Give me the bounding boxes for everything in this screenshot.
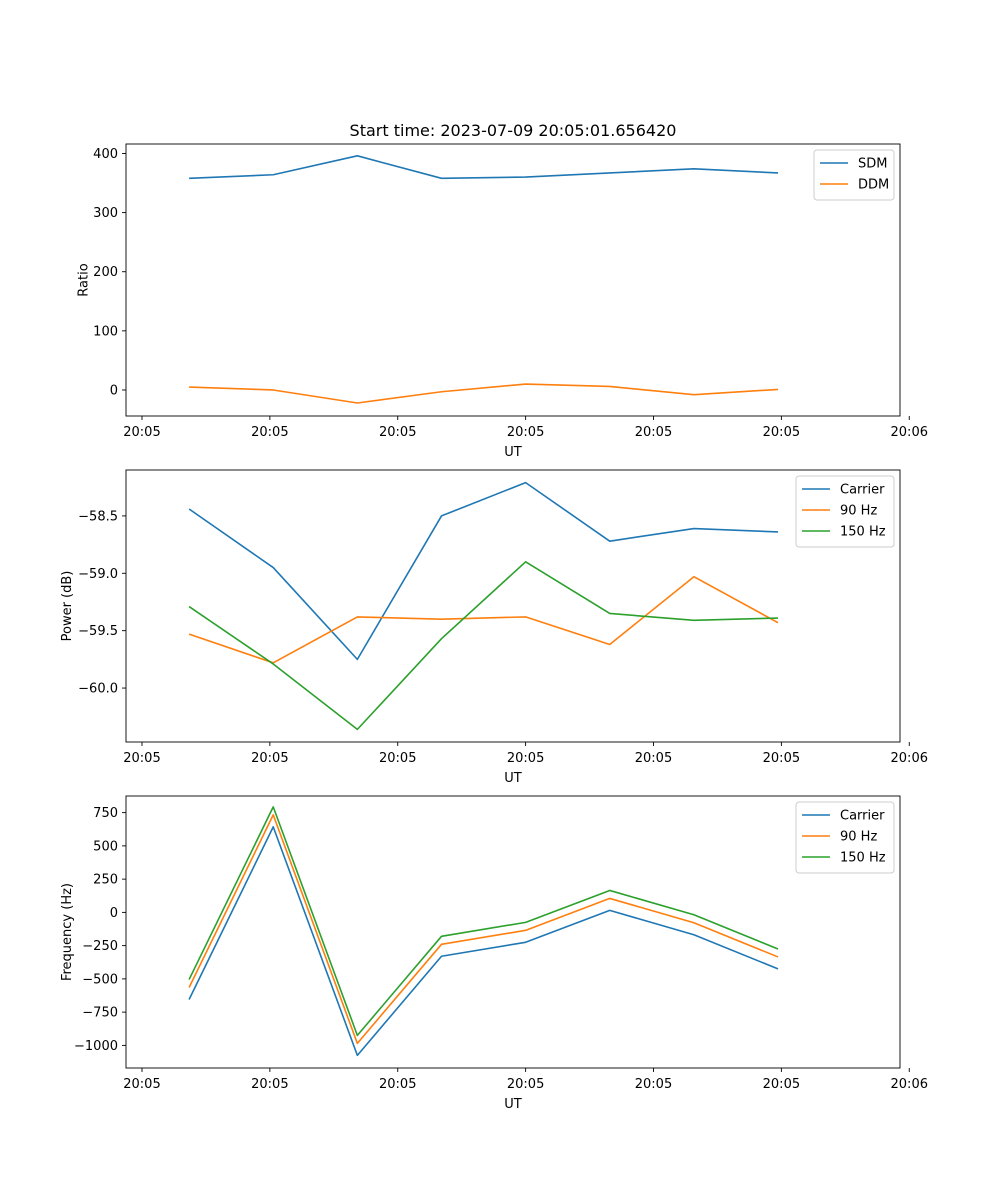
- axes-frame: [125, 795, 901, 1069]
- legend-label-carrier: Carrier: [840, 809, 885, 824]
- x-tick-label: 20:05: [251, 425, 288, 440]
- legend-label-150-hz: 150 Hz: [840, 851, 886, 866]
- legend-label-ddm: DDM: [858, 178, 889, 193]
- y-tick-label: 500: [93, 839, 118, 854]
- y-tick-label: 400: [93, 147, 118, 162]
- y-axis-label: Frequency (Hz): [60, 883, 75, 981]
- axes-frame: [125, 469, 901, 743]
- legend-box: [795, 475, 895, 548]
- subplot-1: 20:05 20:05 20:05 20:05 20:05 20:05 20:06 0 100 2…: [76, 143, 928, 460]
- series-line-90-hz: [188, 575, 779, 664]
- x-tick-label: 20:06: [891, 751, 928, 766]
- plot-area: [126, 144, 900, 416]
- x-tick-label: 20:05: [635, 751, 672, 766]
- y-tick-label: −59.5: [78, 624, 118, 639]
- x-axis-label: UT: [504, 771, 522, 786]
- figure-title: Start time: 2023-07-09 20:05:01.656420: [350, 121, 677, 140]
- x-tick-label: 20:05: [379, 1077, 416, 1092]
- x-tick-label: 20:05: [763, 751, 800, 766]
- y-tick-label: −750: [82, 1006, 118, 1021]
- y-tick-label: 300: [93, 206, 118, 221]
- x-tick-label: 20:05: [379, 425, 416, 440]
- y-tick-label: −60.0: [78, 682, 118, 697]
- series-line-sdm: [189, 155, 779, 180]
- plot-area: [126, 470, 900, 742]
- legend: Carrier 90 Hz 150 Hz: [795, 801, 895, 874]
- series-line-ddm: [189, 383, 779, 404]
- x-tick-label: 20:05: [635, 425, 672, 440]
- y-axis-label: Ratio: [76, 263, 91, 296]
- legend: Carrier 90 Hz 150 Hz: [795, 475, 895, 548]
- x-tick-label: 20:05: [507, 751, 544, 766]
- x-tick-label: 20:05: [123, 1077, 160, 1092]
- legend-label-150-hz: 150 Hz: [840, 525, 886, 540]
- y-tick-label: 0: [110, 906, 118, 921]
- y-tick-label: 750: [93, 806, 118, 821]
- subplots: 20:05 20:05 20:05 20:05 20:05 20:05 20:06 0 100 2…: [60, 143, 928, 1112]
- x-tick-label: 20:06: [891, 1077, 928, 1092]
- x-tick-label: 20:05: [507, 1077, 544, 1092]
- legend-label-sdm: SDM: [858, 157, 887, 172]
- y-tick-label: 100: [93, 324, 118, 339]
- x-tick-label: 20:06: [891, 425, 928, 440]
- y-tick-label: −250: [82, 939, 118, 954]
- x-tick-label: 20:05: [507, 425, 544, 440]
- series-line-150-hz: [188, 561, 779, 731]
- series-line-90-hz: [188, 814, 779, 1045]
- x-tick-label: 20:05: [379, 751, 416, 766]
- x-tick-label: 20:05: [251, 1077, 288, 1092]
- y-tick-label: 0: [110, 383, 118, 398]
- y-tick-label: −58.5: [78, 509, 118, 524]
- x-tick-label: 20:05: [123, 425, 160, 440]
- x-tick-label: 20:05: [763, 1077, 800, 1092]
- x-tick-label: 20:05: [251, 751, 288, 766]
- x-tick-label: 20:05: [635, 1077, 672, 1092]
- legend-box: [795, 801, 895, 874]
- series-line-carrier: [188, 481, 779, 661]
- y-tick-label: −500: [82, 972, 118, 987]
- x-tick-label: 20:05: [123, 751, 160, 766]
- series-line-150-hz: [188, 806, 779, 1037]
- y-tick-label: −1000: [74, 1039, 118, 1054]
- x-axis-label: UT: [504, 1097, 522, 1112]
- legend: SDM DDM: [813, 149, 895, 201]
- y-axis-label: Power (dB): [60, 571, 75, 642]
- series-line-carrier: [188, 826, 779, 1057]
- legend-label-90-hz: 90 Hz: [840, 504, 877, 519]
- y-tick-label: −59.0: [78, 567, 118, 582]
- y-tick-label: 200: [93, 265, 118, 280]
- legend-label-90-hz: 90 Hz: [840, 830, 877, 845]
- subplot-3: 20:05 20:05 20:05 20:05 20:05 20:05 20:06 −1000…: [60, 795, 928, 1112]
- subplot-2: 20:05 20:05 20:05 20:05 20:05 20:05 20:06 −60.0…: [60, 469, 928, 786]
- x-tick-label: 20:05: [763, 425, 800, 440]
- legend-label-carrier: Carrier: [840, 483, 885, 498]
- axes-frame: [125, 143, 901, 417]
- y-tick-label: 250: [93, 873, 118, 888]
- x-axis-label: UT: [504, 445, 522, 460]
